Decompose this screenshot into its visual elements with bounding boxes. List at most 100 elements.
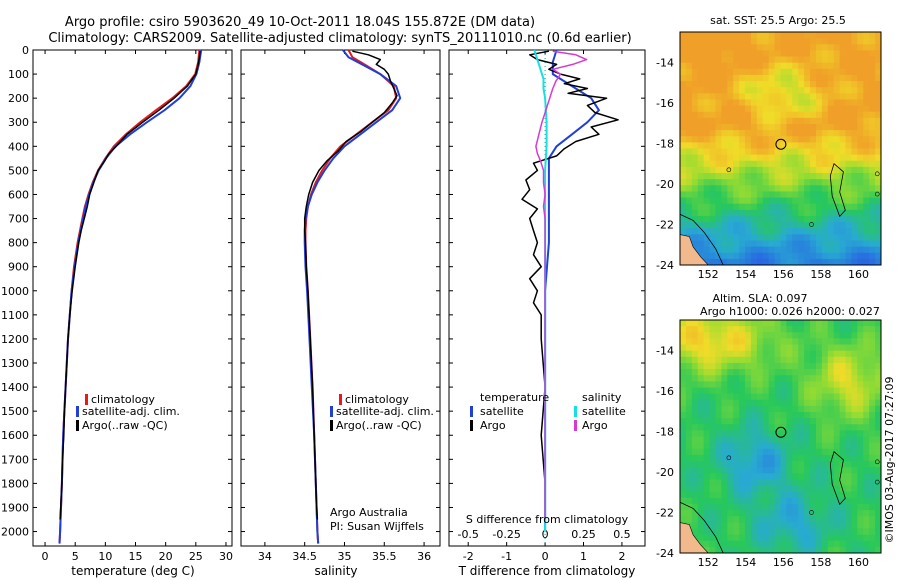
heatmap-cell [833,454,841,462]
heatmap-cell [815,424,823,431]
heatmap-cell [839,136,847,143]
heatmap-cell [815,418,823,425]
heatmap-cell [733,356,740,364]
heatmap-cell [680,87,687,94]
heatmap-cell [721,179,728,186]
heatmap-cell [827,81,835,88]
series-line-argo-raw-qc- [59,51,201,520]
heatmap-cell [727,74,734,82]
heatmap-cell [762,393,770,401]
heatmap-cell [762,111,770,119]
heatmap-cell [792,430,799,438]
heatmap-cell [798,185,805,193]
heatmap-cell [792,179,799,186]
heatmap-cell [733,148,740,156]
heatmap-cell [863,222,870,229]
heatmap-cell [786,142,793,150]
heatmap-cell [745,222,752,229]
heatmap-cell [774,503,782,511]
heatmap-cell [869,491,876,499]
heatmap-cell [833,442,841,450]
heatmap-cell [733,62,740,70]
heatmap-cell [875,418,881,425]
heatmap-cell [709,454,717,462]
heatmap-cell [815,130,823,137]
heatmap-cell [715,173,722,180]
sla-map-title-1: Altim. SLA: 0.097 [712,292,807,305]
heatmap-cell [827,332,835,339]
heatmap-cell [851,528,858,536]
heatmap-cell [739,387,746,395]
heatmap-cell [792,369,799,376]
heatmap-cell [756,344,764,352]
heatmap-cell [691,436,699,444]
heatmap-cell [739,228,746,235]
heatmap-cell [845,105,853,113]
heatmap-cell [786,240,793,248]
heatmap-cell [786,418,793,425]
heatmap-cell [845,479,853,487]
heatmap-cell [804,516,811,523]
heatmap-cell [709,44,717,51]
heatmap-cell [733,185,740,193]
heatmap-cell [727,338,734,346]
heatmap-cell [715,228,722,235]
heatmap-cell [833,87,841,94]
heatmap-cell [839,203,847,211]
heatmap-cell [703,50,711,58]
heatmap-cell [756,173,764,180]
heatmap-cell [857,497,864,505]
legend-title-temperature: temperature [480,391,549,404]
heatmap-cell [810,411,817,419]
argo-position-marker [775,138,787,150]
heatmap-cell [780,369,788,376]
heatmap-cell [745,234,752,242]
heatmap-cell [745,215,752,223]
heatmap-cell [810,491,817,499]
heatmap-cell [804,258,811,265]
heatmap-cell [857,448,864,456]
legend-swatch-argo [76,420,79,431]
heatmap-cell [863,326,870,333]
heatmap-cell [845,117,853,125]
heatmap-cell [739,105,746,113]
heatmap-cell [709,148,717,156]
heatmap-cell [756,56,764,64]
heatmap-cell [815,222,823,229]
heatmap-cell [810,362,817,370]
heatmap-cell [798,461,805,468]
heatmap-cell [815,179,823,186]
heatmap-cell [839,130,847,137]
heatmap-cell [727,467,734,474]
heatmap-cell [697,320,705,327]
heatmap-cell [815,62,823,70]
heatmap-cell [774,81,782,88]
heatmap-cell [869,510,876,517]
heatmap-cell [815,436,823,444]
heatmap-cell [739,546,746,553]
heatmap-cell [821,534,829,542]
heatmap-cell [685,436,693,444]
heatmap-cell [715,185,722,193]
heatmap-cell [780,203,788,211]
heatmap-cell [745,56,752,64]
heatmap-cell [839,424,847,431]
heatmap-cell [810,393,817,401]
heatmap-cell [703,93,711,101]
heatmap-cell [798,479,805,487]
heatmap-cell [815,148,823,156]
heatmap-cell [721,320,728,327]
heatmap-cell [821,546,829,553]
heatmap-cell [827,503,835,511]
heatmap-cell [739,111,746,119]
heatmap-cell [756,516,764,523]
heatmap-cell [875,166,881,174]
heatmap-cell [875,461,881,468]
heatmap-cell [680,418,687,425]
heatmap-cell [733,534,740,542]
heatmap-cell [875,393,881,401]
heatmap-cell [739,166,746,174]
heatmap-cell [715,393,722,401]
heatmap-cell [839,50,847,58]
heatmap-cell [739,209,746,217]
